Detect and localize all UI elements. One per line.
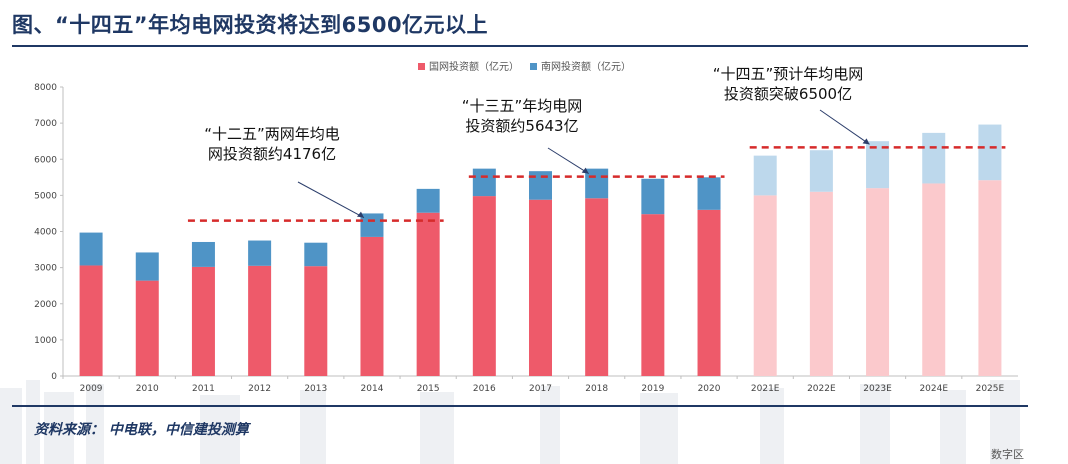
y-tick-label: 3000 [34, 264, 57, 274]
skyline-building [540, 386, 560, 464]
bar-southern-grid [866, 141, 890, 189]
bar-southern-grid [922, 132, 946, 184]
x-tick-label: 2022E [807, 384, 836, 394]
bar-state-grid [922, 183, 946, 376]
legend-swatch [418, 63, 425, 70]
y-tick-label: 5000 [34, 191, 57, 201]
bar-southern-grid [753, 155, 777, 196]
x-tick-label: 2025E [976, 384, 1005, 394]
bar-southern-grid [360, 213, 384, 237]
bars-group [79, 124, 1002, 376]
annotation-text: “十三五”年均电网 [462, 97, 583, 115]
x-tick-label: 2014 [361, 384, 384, 394]
bar-southern-grid [416, 188, 440, 213]
y-tick-label: 4000 [34, 228, 57, 238]
x-tick-label: 2012 [248, 384, 271, 394]
y-tick-label: 2000 [34, 300, 57, 310]
x-tick-label: 2015 [417, 384, 440, 394]
annotation-arrow [547, 147, 589, 175]
bar-state-grid [697, 209, 721, 376]
bar-southern-grid [191, 241, 215, 267]
annotation-text: 网投资额约4176亿 [208, 145, 336, 163]
bar-state-grid [472, 196, 496, 376]
skyline-building [760, 388, 784, 464]
x-tick-label: 2023E [863, 384, 892, 394]
bar-state-grid [416, 212, 440, 376]
x-tick-label: 2016 [473, 384, 496, 394]
annotation-text: 投资额突破6500亿 [724, 85, 852, 103]
bar-southern-grid [641, 178, 665, 215]
bar-state-grid [135, 280, 159, 376]
legend-label: 南网投资额（亿元） [541, 60, 631, 73]
bar-state-grid [641, 214, 665, 376]
skyline-building [940, 390, 966, 464]
legend-swatch [530, 63, 537, 70]
skyline-building [86, 384, 104, 464]
skyline-building [420, 392, 454, 464]
y-tick-label: 6000 [34, 155, 57, 165]
bar-southern-grid [809, 150, 833, 192]
x-tick-label: 2010 [136, 384, 159, 394]
x-tick-label: 2021E [751, 384, 780, 394]
skyline-building [300, 390, 326, 464]
annotation-text: “十四五”预计年均电网 [713, 65, 864, 83]
annotation-arrow-head [356, 211, 364, 218]
bar-southern-grid [248, 240, 272, 266]
annotation-text: “十二五”两网年均电 [204, 125, 340, 143]
bar-state-grid [529, 199, 552, 376]
x-tick-label: 2024E [919, 384, 948, 394]
source-note: 资料来源： 中电联，中信建投测算 [34, 422, 249, 438]
bar-state-grid [79, 265, 103, 376]
y-tick-label: 8000 [34, 83, 57, 93]
bar-southern-grid [472, 168, 496, 197]
footer-divider [12, 405, 1028, 407]
annotation-arrow [819, 109, 870, 145]
bar-state-grid [809, 191, 833, 376]
x-tick-label: 2009 [80, 384, 103, 394]
bar-southern-grid [978, 124, 1002, 181]
bar-state-grid [753, 195, 777, 376]
x-tick-label: 2018 [585, 384, 608, 394]
page-title: 图、“十四五”年均电网投资将达到6500亿元以上 [12, 13, 489, 37]
bar-state-grid [304, 266, 328, 376]
skyline-building [44, 392, 74, 464]
bar-state-grid [585, 198, 609, 376]
bar-southern-grid [135, 252, 159, 281]
skyline-building [640, 393, 678, 464]
y-tick-label: 1000 [34, 336, 57, 346]
x-tick-label: 2017 [529, 384, 552, 394]
y-tick-label: 7000 [34, 119, 57, 129]
bar-state-grid [866, 188, 890, 376]
annotation-arrow-head [862, 138, 870, 145]
x-tick-label: 2020 [698, 384, 721, 394]
x-tick-label: 2011 [192, 384, 215, 394]
annotation-arrow [297, 181, 365, 219]
bar-southern-grid [697, 177, 721, 210]
skyline-building [0, 388, 22, 464]
bar-southern-grid [529, 171, 552, 200]
bar-state-grid [191, 266, 215, 376]
bar-state-grid [360, 236, 384, 376]
reference-lines [187, 146, 1006, 222]
legend-label: 国网投资额（亿元） [429, 60, 519, 73]
bar-state-grid [248, 265, 272, 376]
skyline-building [26, 380, 40, 464]
x-tick-label: 2013 [304, 384, 327, 394]
skyline-building [860, 384, 890, 464]
watermark: 数字区 [991, 448, 1024, 461]
chart-legend: 国网投资额（亿元） 南网投资额（亿元） [418, 60, 631, 73]
title-divider [12, 45, 1028, 47]
bar-southern-grid [79, 232, 103, 266]
x-tick-label: 2019 [641, 384, 664, 394]
bar-state-grid [978, 180, 1002, 376]
skyline-building [990, 380, 1020, 464]
annotation-arrow-head [581, 167, 589, 174]
bar-southern-grid [304, 242, 328, 267]
y-tick-label: 0 [51, 372, 57, 382]
chart-axes: 0 1000 2000 3000 4000 5000 6000 7000 8000 2009 201… [34, 83, 1018, 394]
annotation-text: 投资额约5643亿 [465, 117, 578, 135]
